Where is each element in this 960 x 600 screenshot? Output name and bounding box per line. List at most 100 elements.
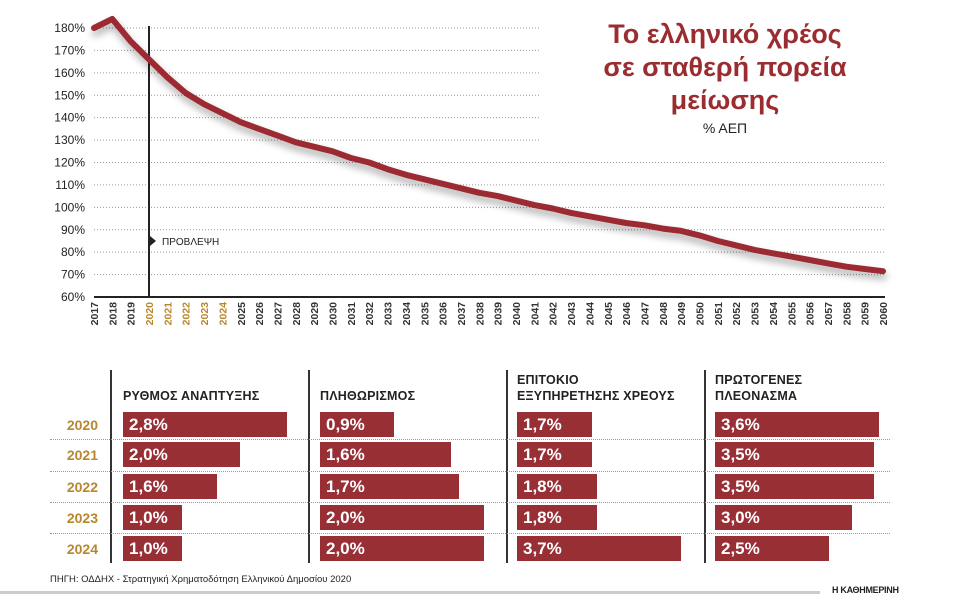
bar-1-2: 1,7%	[320, 474, 460, 499]
bar-0-0: 2,8%	[123, 412, 287, 437]
column-header-line: ΡΥΘΜΟΣ ΑΝΑΠΤΥΞΗΣ	[123, 389, 260, 403]
x-tick-label: 2044	[584, 302, 596, 326]
x-tick-label: 2033	[383, 302, 395, 326]
x-tick-label: 2028	[291, 302, 303, 326]
y-tick-label: 70%	[61, 268, 85, 282]
row-year-label: 2021	[66, 447, 98, 463]
x-tick-label: 2023	[199, 302, 211, 326]
column-separator	[110, 370, 112, 563]
x-tick-label: 2024	[217, 302, 229, 326]
x-tick-label: 2057	[823, 302, 835, 326]
x-tick-label: 2029	[309, 302, 321, 326]
bar-1-3: 2,0%	[320, 505, 484, 530]
x-tick-label: 2019	[126, 302, 138, 326]
x-tick-label: 2017	[89, 302, 101, 326]
bar-3-1: 3,5%	[715, 442, 875, 467]
x-tick-label: 2060	[878, 302, 890, 326]
y-tick-label: 170%	[54, 43, 85, 57]
x-tick-label: 2027	[272, 302, 284, 326]
bar-2-3: 1,8%	[517, 505, 597, 530]
chart-subtitle: % ΑΕΠ	[702, 120, 748, 136]
column-header: ΡΥΘΜΟΣ ΑΝΑΠΤΥΞΗΣ	[123, 372, 259, 404]
column-header-line: ΠΛΕΟΝΑΣΜΑ	[715, 389, 798, 403]
row-divider	[50, 502, 890, 503]
x-tick-label: 2020	[144, 302, 156, 326]
x-tick-label: 2049	[676, 302, 688, 326]
column-separator	[506, 370, 508, 563]
bar-2-1: 1,7%	[517, 442, 593, 467]
title-line: μείωσης	[670, 85, 780, 115]
bar-2-2: 1,8%	[517, 474, 597, 499]
row-year-label: 2023	[66, 510, 98, 526]
bar-3-4: 2,5%	[715, 536, 829, 561]
x-tick-label: 2032	[364, 302, 376, 326]
source-note: ΠΗΓΗ: ΟΔΔΗΧ - Στρατηγική Χρηματοδότηση Ε…	[50, 574, 352, 585]
y-tick-label: 90%	[61, 223, 85, 237]
bar-0-1: 2,0%	[123, 442, 241, 467]
x-tick-label: 2050	[695, 302, 707, 326]
column-separator	[308, 370, 310, 563]
x-tick-label: 2056	[805, 302, 817, 326]
x-tick-label: 2052	[731, 302, 743, 326]
column-header: ΠΛΗΘΩΡΙΣΜΟΣ	[320, 372, 415, 404]
row-year-label: 2020	[66, 417, 98, 433]
x-tick-label: 2059	[860, 302, 872, 326]
column-header-line	[320, 372, 415, 388]
indicators-table: 2020 2021 2022 2023 2024 ΡΥΘΜΟΣ ΑΝΑΠΤΥΞΗΣ 2,8…	[0, 360, 960, 570]
title-line: Το ελληνικό χρέος	[608, 19, 842, 49]
y-tick-label: 110%	[55, 178, 85, 192]
x-tick-label: 2046	[621, 302, 633, 326]
x-tick-label: 2025	[236, 302, 248, 326]
x-tick-label: 2058	[841, 302, 853, 326]
x-tick-label: 2034	[401, 302, 413, 326]
x-tick-label: 2048	[658, 302, 670, 326]
x-tick-label: 2051	[713, 302, 725, 326]
bar-1-4: 2,0%	[320, 536, 484, 561]
debt-series-line	[91, 16, 886, 275]
forecast-arrow-icon	[150, 236, 156, 246]
bar-3-3: 3,0%	[715, 505, 852, 530]
x-tick-label: 2037	[456, 302, 468, 326]
x-tick-label: 2030	[328, 302, 340, 326]
column-header: ΠΡΩΤΟΓΕΝΕΣ ΠΛΕΟΝΑΣΜΑ	[715, 372, 802, 404]
x-tick-label: 2045	[603, 302, 615, 326]
column-header-line: ΠΛΗΘΩΡΙΣΜΟΣ	[320, 389, 416, 403]
brand-logo: Η ΚΑΘΗΜΕΡΙΝΗ	[832, 585, 899, 595]
y-tick-label: 130%	[54, 133, 85, 147]
bar-2-0: 1,7%	[517, 412, 593, 437]
row-year-label: 2024	[66, 541, 98, 557]
column-separator	[704, 370, 706, 563]
x-tick-label: 2043	[566, 302, 578, 326]
y-tick-label: 180%	[54, 21, 85, 35]
x-tick-label: 2035	[419, 302, 431, 326]
x-tick-label: 2039	[493, 302, 505, 326]
bar-0-2: 1,6%	[123, 474, 217, 499]
x-tick-label: 2022	[181, 302, 193, 326]
title-line: σε σταθερή πορεία	[603, 52, 847, 82]
row-divider	[50, 533, 890, 534]
y-tick-label: 120%	[54, 156, 85, 170]
x-tick-label: 2031	[346, 302, 358, 326]
y-tick-label: 80%	[61, 245, 85, 259]
column-header: ΕΠΙΤΟΚΙΟ ΕΞΥΠΗΡΕΤΗΣΗΣ ΧΡΕΟΥΣ	[517, 372, 675, 404]
x-tick-label: 2047	[639, 302, 651, 326]
debt-line-chart: 60% 70% 80% 90% 100% 110% 120% 130% 140% 150% 160%…	[54, 16, 890, 326]
column-header-line: ΕΞΥΠΗΡΕΤΗΣΗΣ ΧΡΕΟΥΣ	[517, 389, 675, 403]
y-tick-label: 100%	[54, 200, 85, 214]
row-divider	[50, 439, 890, 440]
column-header-line: ΠΡΩΤΟΓΕΝΕΣ	[715, 373, 803, 387]
x-tick-label: 2040	[511, 302, 523, 326]
bar-1-0: 0,9%	[320, 412, 394, 437]
footer-rule	[0, 591, 820, 594]
forecast-label: ΠΡΟΒΛΕΨΗ	[162, 237, 219, 248]
bar-3-0: 3,6%	[715, 412, 879, 437]
x-tick-label: 2021	[162, 302, 174, 326]
chart-title: Το ελληνικό χρέος σε σταθερή πορεία μείω…	[590, 18, 860, 117]
bar-0-4: 1,0%	[123, 536, 182, 561]
x-tick-label: 2038	[474, 302, 486, 326]
bar-1-1: 1,6%	[320, 442, 452, 467]
x-tick-label: 2041	[529, 302, 541, 326]
x-tick-label: 2018	[107, 302, 119, 326]
y-tick-label: 140%	[54, 111, 85, 125]
row-year-label: 2022	[66, 479, 98, 495]
